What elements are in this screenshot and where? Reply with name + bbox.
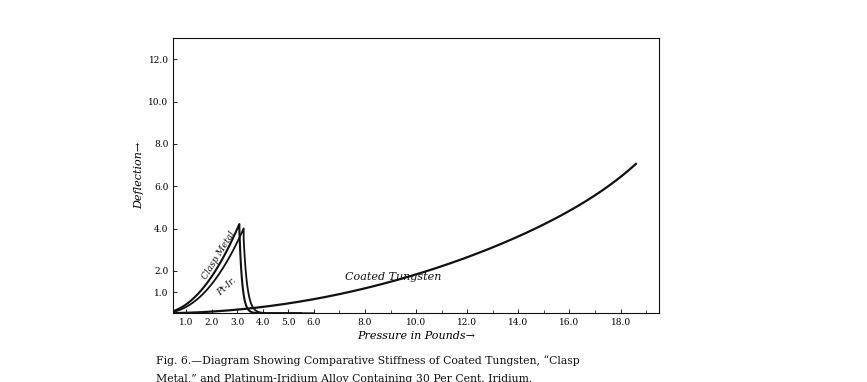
- Text: Clasp Metal: Clasp Metal: [200, 230, 237, 282]
- Y-axis label: Deflection→: Deflection→: [134, 142, 144, 209]
- Text: Metal,” and Platinum-Iridium Alloy Containing 30 Per Cent. Iridium.: Metal,” and Platinum-Iridium Alloy Conta…: [156, 374, 532, 382]
- Text: Coated Tungsten: Coated Tungsten: [344, 272, 441, 282]
- Text: Fig. 6.—Diagram Showing Comparative Stiffness of Coated Tungsten, “Clasp: Fig. 6.—Diagram Showing Comparative Stif…: [156, 355, 580, 366]
- Text: Pt-Ir.: Pt-Ir.: [216, 276, 238, 297]
- X-axis label: Pressure in Pounds→: Pressure in Pounds→: [357, 331, 475, 341]
